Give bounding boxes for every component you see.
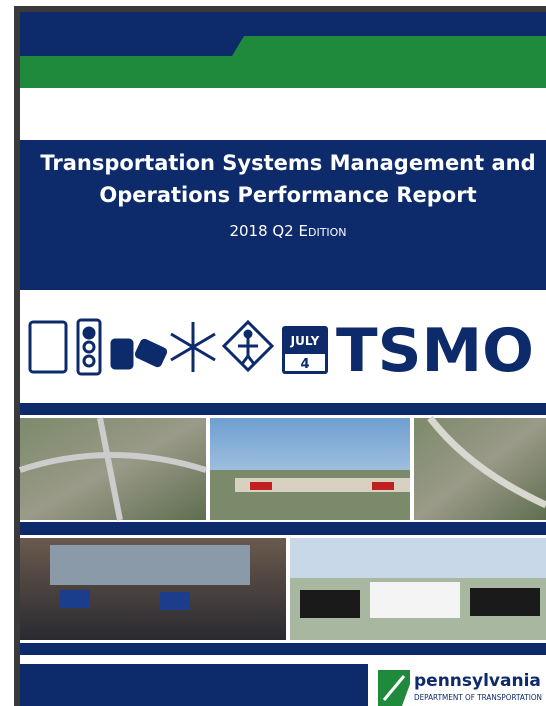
stripe (20, 403, 546, 415)
frame-left (14, 6, 20, 706)
brand: TSMO (336, 316, 534, 386)
title-line: Transportation Systems Management and (40, 151, 535, 175)
frame-top (14, 6, 546, 12)
crash-icon (112, 340, 132, 368)
logo-department: DEPARTMENT OF TRANSPORTATION (414, 693, 542, 702)
cover: Transportation Systems Management and Op… (0, 0, 546, 706)
title-line: Operations Performance Report (99, 183, 476, 207)
stripe (20, 643, 546, 655)
stripe (20, 522, 546, 535)
logo-name: pennsylvania (414, 671, 541, 691)
edition: 2018 Q2 Edition (229, 222, 346, 240)
calendar-month: JULY (290, 334, 320, 348)
calendar-day: 4 (300, 357, 309, 372)
footer-band (20, 664, 368, 706)
page: {"header": {"title_lines": ["Transportat… (0, 0, 546, 706)
